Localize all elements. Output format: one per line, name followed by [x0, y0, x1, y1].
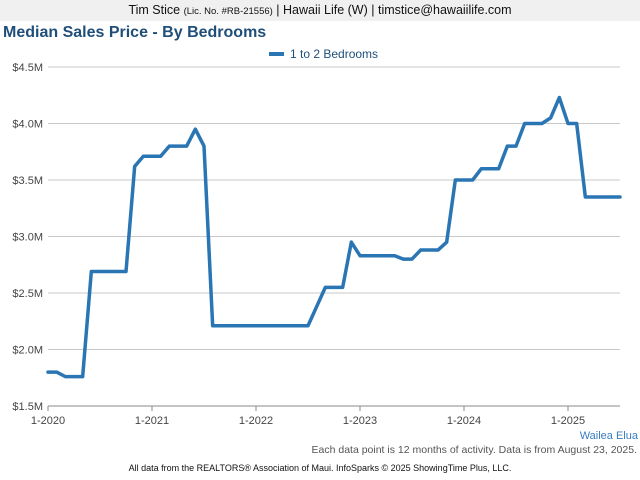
y-tick-label: $3.0M — [12, 232, 43, 244]
x-tick-label: 1-2023 — [343, 415, 377, 427]
y-tick-label: $4.5M — [12, 62, 43, 74]
data-point — [384, 254, 388, 258]
legend-swatch — [269, 52, 284, 56]
data-point — [280, 324, 284, 328]
data-point — [228, 324, 232, 328]
data-point — [98, 270, 102, 274]
credits: All data from the REALTORS® Association … — [128, 463, 512, 473]
y-tick-label: $2.0M — [12, 345, 43, 357]
data-point — [375, 254, 379, 258]
data-point — [367, 254, 371, 258]
data-point — [575, 122, 579, 125]
data-point — [46, 370, 50, 374]
data-point — [167, 144, 171, 148]
y-tick-label: $2.5M — [12, 288, 43, 300]
data-point — [193, 127, 197, 131]
data-point — [211, 324, 215, 328]
data-point — [323, 285, 327, 289]
x-tick-label: 1-2021 — [135, 415, 169, 427]
agent-email[interactable]: timstice@hawaiilife.com — [377, 3, 512, 17]
footnote: Each data point is 12 months of activity… — [311, 444, 638, 456]
data-point — [531, 122, 535, 125]
data-point — [245, 324, 249, 328]
data-point — [419, 248, 423, 252]
data-point — [505, 144, 509, 148]
data-point — [124, 270, 128, 274]
header-bar: Tim Stice (Lic. No. #RB-21556) | Hawaii … — [0, 0, 640, 21]
data-point — [115, 270, 119, 274]
data-point — [107, 270, 111, 274]
data-point — [453, 178, 457, 182]
chart-legend: 1 to 2 Bedrooms — [269, 46, 378, 62]
data-point — [72, 375, 76, 379]
data-point — [289, 324, 293, 328]
data-point — [202, 144, 206, 148]
data-point — [427, 248, 431, 252]
data-point — [254, 324, 258, 328]
data-point — [566, 122, 570, 125]
data-point — [358, 254, 362, 258]
data-point — [63, 375, 67, 379]
x-tick-label: 1-2025 — [551, 415, 585, 427]
data-point — [401, 257, 405, 261]
series-line — [46, 95, 622, 379]
x-tick-label: 1-2024 — [447, 415, 481, 427]
data-point — [306, 324, 310, 328]
data-point — [609, 195, 613, 199]
data-point — [341, 285, 345, 289]
area-label: Wailea Elua — [579, 430, 638, 442]
data-point — [557, 96, 561, 100]
data-point — [601, 195, 605, 199]
data-point — [176, 144, 180, 148]
data-point — [332, 285, 336, 289]
chart-title: Median Sales Price - By Bedrooms — [3, 24, 267, 41]
x-tick-label: 1-2022 — [239, 415, 273, 427]
data-point — [89, 270, 93, 274]
brokerage-name: | Hawaii Life (W) | — [276, 3, 375, 17]
data-point — [141, 154, 145, 158]
data-point — [514, 144, 518, 148]
data-point — [297, 324, 301, 328]
data-point — [185, 144, 189, 148]
legend-label: 1 to 2 Bedrooms — [290, 47, 379, 61]
data-point — [549, 116, 553, 120]
data-point — [497, 167, 501, 171]
data-point — [393, 254, 397, 258]
data-point — [263, 324, 267, 328]
data-point — [150, 154, 154, 158]
y-tick-label: $4.0M — [12, 119, 43, 131]
data-point — [410, 257, 414, 261]
y-tick-label: $1.5M — [12, 401, 43, 413]
data-point — [462, 178, 466, 182]
data-point — [592, 195, 596, 199]
data-point — [349, 240, 353, 244]
data-point — [583, 195, 587, 199]
data-point — [436, 248, 440, 252]
data-point — [237, 324, 241, 328]
data-point — [445, 240, 449, 244]
data-point — [219, 324, 223, 328]
data-point — [523, 122, 527, 125]
data-point — [618, 195, 622, 199]
data-point — [540, 122, 544, 125]
data-point — [159, 154, 163, 158]
data-point — [479, 167, 483, 171]
data-point — [471, 178, 475, 182]
data-point — [488, 167, 492, 171]
agent-name: Tim Stice — [128, 3, 181, 17]
x-tick-label: 1-2020 — [31, 415, 65, 427]
y-tick-label: $3.5M — [12, 175, 43, 187]
data-point — [55, 370, 59, 374]
data-point — [271, 324, 275, 328]
data-point — [133, 164, 137, 168]
data-point — [81, 375, 85, 379]
license-number: (Lic. No. #RB-21556) — [183, 6, 273, 17]
data-point — [315, 305, 319, 309]
